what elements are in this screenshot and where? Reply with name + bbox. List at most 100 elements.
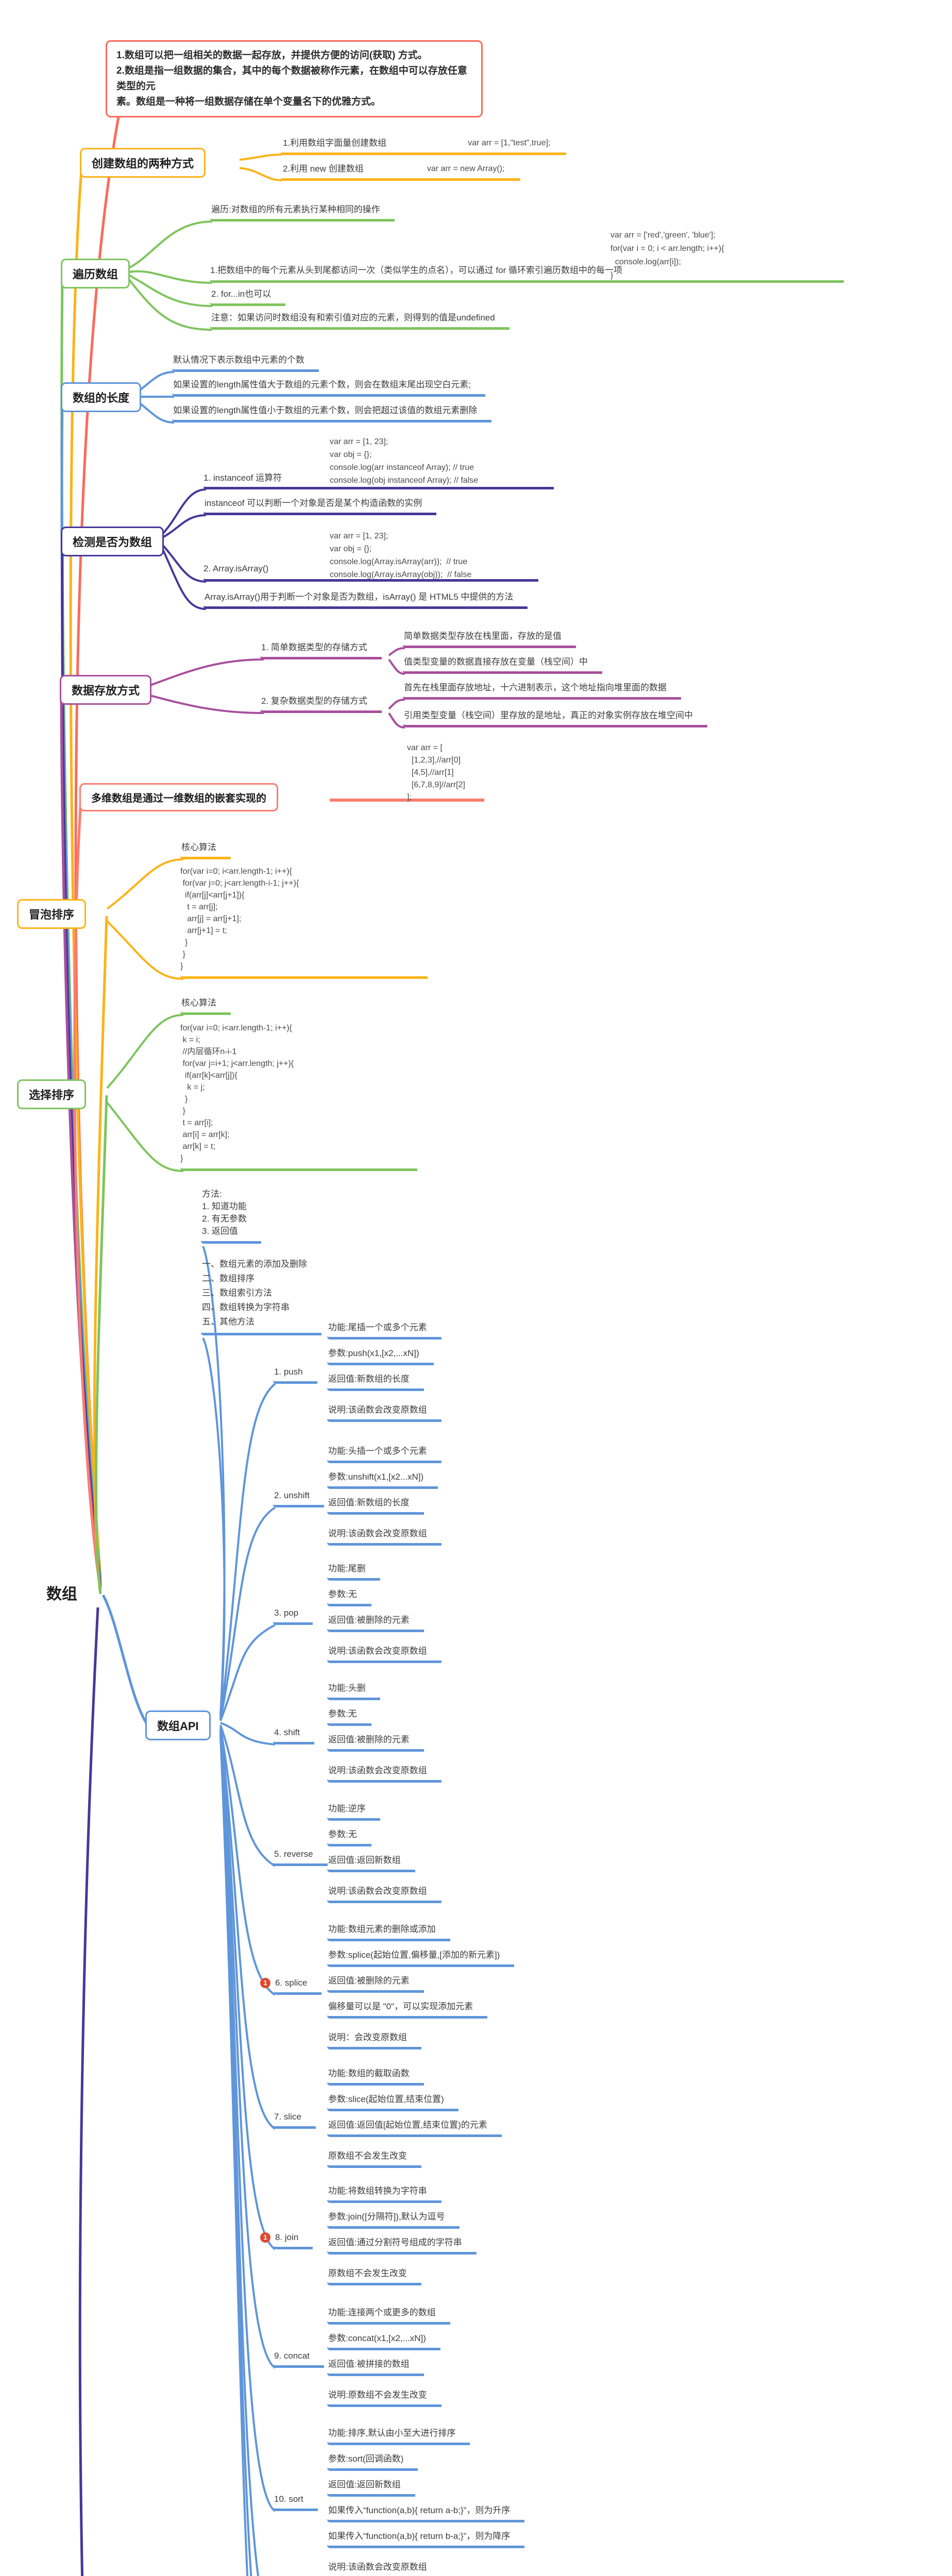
api-method-splice: 1 6. splice [260, 1977, 322, 1995]
create-item-new[interactable]: 2.利用 new 创建数组 var arr = new Array(); [281, 163, 520, 181]
traverse-item-undefined[interactable]: 注意：如果访问时数组没有和索引值对应的元素，则得到的值是undefined [210, 312, 509, 330]
storage-simple-item[interactable]: 值类型变量的数据直接存放在变量（栈空间）中 [403, 656, 602, 674]
api-note-categories[interactable]: 一、数组元素的添加及删除 二、数组排序 三、数组索引方法 四、数组转换为字符串 … [201, 1257, 321, 1335]
method-name[interactable]: 7. slice [273, 2111, 316, 2129]
root-topic[interactable]: 数组 [31, 1574, 93, 1611]
detail-row[interactable]: 如果传入“function(a,b){ return b-a;}”，则为降序 [327, 2531, 525, 2548]
detail-row[interactable]: 功能:尾删 [327, 1563, 380, 1581]
bubble-algo-label[interactable]: 核心算法 [180, 842, 231, 859]
select-algo-label[interactable]: 核心算法 [180, 997, 231, 1015]
detail-row[interactable]: 参数:无 [327, 1589, 371, 1606]
topic-bubble-sort[interactable]: 冒泡排序 [17, 899, 87, 929]
detail-row[interactable]: 说明：会改变原数组 [327, 2032, 421, 2049]
topic-data-storage[interactable]: 数据存放方式 [60, 675, 152, 705]
detail-row[interactable]: 功能:连接两个或更多的数组 [327, 2307, 450, 2325]
method-name[interactable]: 9. concat [273, 2350, 324, 2368]
detail-row[interactable]: 返回值:通过分割符号组成的字符串 [327, 2237, 477, 2255]
storage-simple-item[interactable]: 简单数据类型存放在栈里面，存放的是值 [403, 631, 576, 648]
detail-row[interactable]: 如果传入“function(a,b){ return a-b;}”，则为升序 [327, 2505, 525, 2522]
detail-row[interactable]: 说明:该函数会改变原数组 [327, 1886, 441, 1903]
multi-code[interactable]: var arr = [ [1,2,3],//arr[0] [4,5],//arr… [407, 743, 465, 802]
storage-complex-item[interactable]: 首先在栈里面存放地址，十六进制表示，这个地址指向堆里面的数据 [403, 682, 681, 700]
detail-row[interactable]: 返回值:被删除的元素 [327, 1615, 424, 1632]
detail-row[interactable]: 原数组不会发生改变 [327, 2150, 421, 2168]
detail-row[interactable]: 参数:concat(x1,[x2,...xN]) [327, 2333, 440, 2350]
api-push-details: 功能:尾插一个或多个元素 参数:push(x1,[x2,...xN]) 返回值:… [327, 1322, 441, 1430]
topic-array-api[interactable]: 数组API [145, 1710, 211, 1740]
detect-note-isarray[interactable]: Array.isArray()用于判断一个对象是否为数组，isArray() 是… [203, 591, 528, 609]
detect-item-instanceof[interactable]: 1. instanceof 运算符 var arr = [1, 23]; var… [203, 435, 554, 489]
method-name[interactable]: 4. shift [273, 1727, 315, 1744]
detail-row[interactable]: 参数:splice(起始位置,偏移量,[添加的新元素]) [327, 1950, 515, 1967]
detail-row[interactable]: 返回值:新数组的长度 [327, 1497, 424, 1515]
detail-row[interactable]: 参数:sort(回调函数) [327, 2453, 418, 2471]
detect-note-instanceof[interactable]: instanceof 可以判断一个对象是否是某个构造函数的实例 [203, 498, 437, 515]
detail-row[interactable]: 返回值:被删除的元素 [327, 1734, 424, 1752]
detail-row[interactable]: 说明:该函数会改变原数组 [327, 1404, 441, 1422]
topic-array-length[interactable]: 数组的长度 [61, 382, 142, 412]
length-item-greater[interactable]: 如果设置的length属性值大于数组的元素个数，则会在数组末尾出现空白元素; [172, 379, 486, 397]
detail-row[interactable]: 功能:将数组转换为字符串 [327, 2185, 441, 2203]
api-pop-details: 功能:尾删 参数:无 返回值:被删除的元素 说明:该函数会改变原数组 [327, 1563, 441, 1671]
detail-row[interactable]: 返回值:返回新数组 [327, 1855, 415, 1872]
node-label: 1. instanceof 运算符 [203, 473, 282, 483]
method-name[interactable]: 6. splice [274, 1977, 322, 1995]
api-note-method-checklist[interactable]: 方法: 1. 知道功能 2. 有无参数 3. 返回值 [201, 1188, 261, 1244]
node-label: 1.利用数组字面量创建数组 [283, 138, 387, 148]
detect-item-isarray[interactable]: 2. Array.isArray() var arr = [1, 23]; va… [203, 530, 538, 582]
storage-complex-label[interactable]: 2. 复杂数据类型的存储方式 [260, 696, 382, 713]
topic-multidimensional[interactable]: 多维数组是通过一维数组的嵌套实现的 [79, 783, 278, 811]
traverse-item-for[interactable]: 1.把数组中的每个元素从头到尾都访问一次（类似学生的点名），可以通过 for 循… [210, 229, 844, 283]
detail-row[interactable]: 说明:该函数会改变原数组 [327, 1528, 441, 1546]
node-label: 2.利用 new 创建数组 [283, 164, 364, 174]
api-splice-details: 功能:数组元素的删除或添加 参数:splice(起始位置,偏移量,[添加的新元素… [327, 1924, 515, 2058]
storage-complex-item[interactable]: 引用类型变量（栈空间）里存放的是地址，真正的对象实例存放在堆空间中 [403, 710, 707, 727]
detail-row[interactable]: 功能:数组的截取函数 [327, 2068, 424, 2086]
detail-row[interactable]: 返回值:被删除的元素 [327, 1975, 424, 1993]
topic-detect-array[interactable]: 检测是否为数组 [61, 527, 164, 556]
length-item-smaller[interactable]: 如果设置的length属性值小于数组的元素个数，则会把超过该值的数组元素删除 [172, 405, 492, 422]
detail-row[interactable]: 说明:该函数会改变原数组 [327, 1765, 441, 1783]
method-name[interactable]: 2. unshift [273, 1490, 324, 1507]
detail-row[interactable]: 功能:数组元素的删除或添加 [327, 1924, 450, 1941]
method-name[interactable]: 1. push [273, 1366, 317, 1384]
detail-row[interactable]: 返回值:被拼接的数组 [327, 2359, 424, 2376]
method-name[interactable]: 5. reverse [273, 1849, 328, 1866]
detail-row[interactable]: 功能:排序,默认由小至大进行排序 [327, 2428, 470, 2445]
method-name[interactable]: 10. sort [273, 2494, 318, 2511]
detail-row[interactable]: 偏移量可以是 "0"，可以实现添加元素 [327, 2001, 488, 2019]
array-definition-note[interactable]: 1.数组可以把一组相关的数据一起存放，并提供方便的访问(获取) 方式。 2.数组… [106, 40, 483, 117]
detail-row[interactable]: 参数:unshift(x1,[x2...xN]) [327, 1471, 438, 1489]
method-name[interactable]: 3. pop [273, 1607, 313, 1625]
detail-row[interactable]: 返回值:返回新数组 [327, 2479, 415, 2497]
length-item-default[interactable]: 默认情况下表示数组中元素的个数 [172, 354, 319, 372]
detail-row[interactable]: 参数:slice(起始位置,结束位置) [327, 2094, 458, 2111]
detail-row[interactable]: 说明:原数组不会发生改变 [327, 2389, 441, 2407]
detail-row[interactable]: 参数:push(x1,[x2,...xN]) [327, 1348, 434, 1365]
detail-row[interactable]: 功能:尾插一个或多个元素 [327, 1322, 441, 1340]
api-slice-details: 功能:数组的截取函数 参数:slice(起始位置,结束位置) 返回值:返回值[起… [327, 2068, 502, 2176]
detail-row[interactable]: 参数:无 [327, 1708, 371, 1726]
detail-row[interactable]: 功能:头插一个或多个元素 [327, 1446, 441, 1463]
detail-row[interactable]: 说明:该函数会改变原数组 [327, 2562, 441, 2576]
api-method-sort: 10. sort [273, 2494, 318, 2511]
traverse-note[interactable]: 遍历:对数组的所有元素执行某种相同的操作 [210, 204, 395, 222]
detail-row[interactable]: 原数组不会发生改变 [327, 2268, 421, 2285]
detail-row[interactable]: 参数:无 [327, 1829, 371, 1846]
detail-row[interactable]: 返回值:返回值[起始位置,结束位置)的元素 [327, 2120, 502, 2137]
detail-row[interactable]: 返回值:新数组的长度 [327, 1374, 424, 1391]
select-code[interactable]: for(var i=0; i<arr.length-1; i++){ k = i… [180, 1022, 417, 1171]
method-name[interactable]: 8. join [274, 2232, 313, 2249]
topic-create-array[interactable]: 创建数组的两种方式 [80, 148, 206, 178]
traverse-item-forin[interactable]: 2. for...in也可以 [210, 289, 286, 306]
topic-selection-sort[interactable]: 选择排序 [17, 1079, 87, 1109]
detail-row[interactable]: 说明:该函数会改变原数组 [327, 1646, 441, 1663]
create-item-literal[interactable]: 1.利用数组字面量创建数组 var arr = [1,"test",true]; [281, 137, 566, 155]
bubble-code[interactable]: for(var i=0; i<arr.length-1; i++){ for(v… [180, 866, 428, 979]
topic-traverse-array[interactable]: 遍历数组 [61, 259, 130, 289]
detail-row[interactable]: 功能:头删 [327, 1683, 380, 1700]
storage-simple-label[interactable]: 1. 简单数据类型的存储方式 [260, 642, 382, 659]
detail-row[interactable]: 功能:逆序 [327, 1803, 380, 1821]
detail-row[interactable]: 参数:join([分隔符]),默认为逗号 [327, 2211, 460, 2229]
